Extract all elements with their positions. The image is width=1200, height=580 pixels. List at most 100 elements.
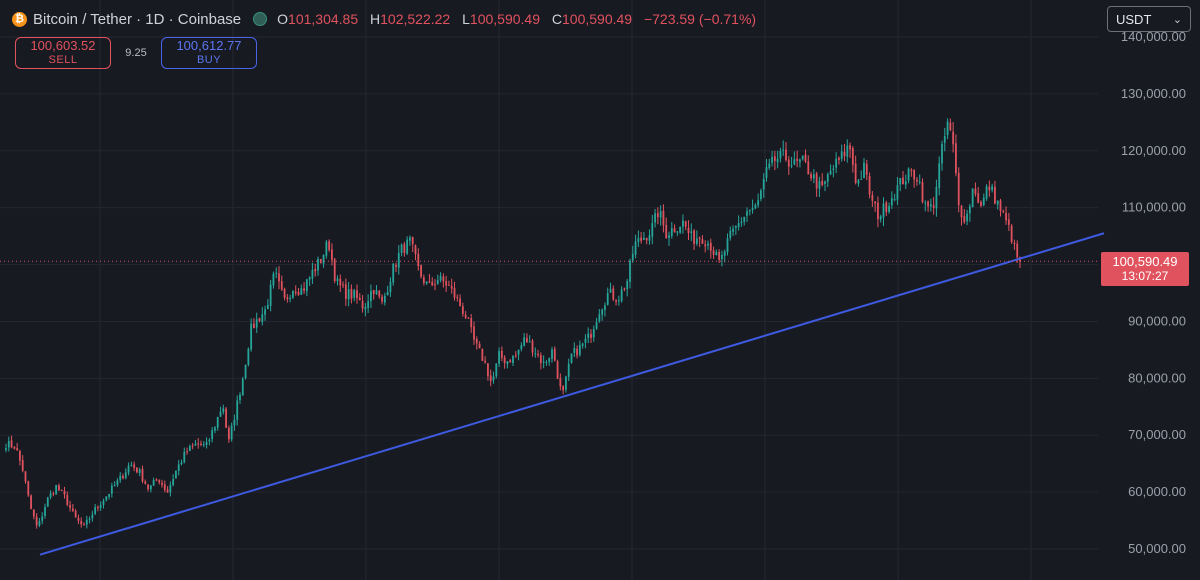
currency-select[interactable]: USDT ⌄ <box>1107 6 1191 32</box>
candle-body <box>158 480 161 483</box>
candle-body <box>957 172 960 206</box>
candle-body <box>163 484 166 490</box>
candle-body <box>124 472 127 478</box>
candle-body <box>899 178 902 185</box>
candle-body <box>818 181 821 189</box>
candle-body <box>531 340 534 353</box>
candle-body <box>367 301 370 309</box>
candle-body <box>481 349 484 361</box>
candle-body <box>108 493 110 497</box>
candle-body <box>743 216 746 222</box>
candle-body <box>461 306 464 314</box>
candle-body <box>175 470 177 479</box>
candle-body <box>1007 219 1010 225</box>
candle-body <box>729 230 732 238</box>
candle-body <box>528 341 531 343</box>
candle-body <box>149 485 152 490</box>
price-axis-label: 130,000.00 <box>1121 86 1186 101</box>
candle-body <box>832 168 835 170</box>
candle-body <box>974 188 977 194</box>
candle-body <box>860 178 863 180</box>
candle-body <box>470 318 473 328</box>
candle-body <box>35 516 38 526</box>
candle-body <box>272 273 275 286</box>
candle-body <box>843 151 846 157</box>
candle-body <box>183 451 186 463</box>
ohlc-high-key: H <box>370 11 381 27</box>
candle-body <box>113 485 116 487</box>
candle-body <box>512 355 514 364</box>
candle-body <box>383 295 386 303</box>
candle-body <box>244 365 247 379</box>
candle-body <box>977 193 980 203</box>
candle-body <box>450 286 453 289</box>
candle-body <box>654 213 656 223</box>
candle-body <box>682 220 684 227</box>
candle-body <box>966 213 968 222</box>
candle-body <box>74 510 77 518</box>
candle-body <box>537 353 539 356</box>
candle-body <box>907 168 910 181</box>
candle-body <box>241 378 244 396</box>
candle-body <box>824 181 826 184</box>
buy-button[interactable]: 100,612.77 BUY <box>161 37 257 69</box>
candle-body <box>110 485 113 494</box>
candle-body <box>55 485 58 495</box>
candle-body <box>498 350 500 364</box>
symbol-title[interactable]: Bitcoin / Tether · 1D · Coinbase <box>33 10 242 28</box>
candle-body <box>971 188 974 207</box>
candle-body <box>425 281 428 284</box>
candle-body <box>506 361 509 365</box>
candle-body <box>71 508 74 512</box>
candle-body <box>523 337 526 346</box>
ohlc-close-key: C <box>551 11 562 27</box>
candle-body <box>69 504 71 508</box>
candle-body <box>133 464 136 468</box>
candle-body <box>389 281 392 293</box>
candle-body <box>144 481 147 484</box>
candle-body <box>921 182 924 202</box>
candle-body <box>325 241 328 256</box>
candle-body <box>645 238 648 241</box>
candle-body <box>261 314 264 322</box>
candle-body <box>679 226 682 233</box>
candle-body <box>963 216 966 223</box>
candle-body <box>280 281 283 290</box>
candle-body <box>211 430 214 440</box>
candle-body <box>826 174 829 182</box>
candle-body <box>406 239 409 254</box>
candle-body <box>1016 243 1019 258</box>
candle-body <box>924 202 927 204</box>
price-axis-label: 80,000.00 <box>1128 370 1186 385</box>
candle-body <box>247 348 250 365</box>
candle-body <box>392 263 395 283</box>
candle-body <box>311 269 314 279</box>
candle-body <box>97 506 99 508</box>
candle-body <box>980 202 982 206</box>
candle-body <box>991 186 994 190</box>
candle-body <box>955 143 957 174</box>
candle-body <box>871 194 874 201</box>
candle-body <box>534 353 537 355</box>
candle-body <box>119 475 122 481</box>
buy-price: 100,612.77 <box>176 38 242 53</box>
candle-body <box>606 293 609 305</box>
candle-body <box>342 284 344 286</box>
candle-body <box>233 419 236 426</box>
candle-body <box>595 322 598 329</box>
candle-body <box>587 333 590 338</box>
candle-body <box>236 400 239 420</box>
candle-body <box>807 161 810 175</box>
sell-button[interactable]: 100,603.52 SELL <box>15 37 111 69</box>
candle-body <box>122 475 124 479</box>
candle-body <box>136 467 138 473</box>
candle-body <box>732 228 734 232</box>
chevron-down-icon: ⌄ <box>1172 13 1182 26</box>
candle-body <box>673 228 676 233</box>
candle-body <box>77 517 80 521</box>
candle-body <box>127 465 130 473</box>
candle-body <box>762 178 765 190</box>
candle-body <box>932 205 935 208</box>
candle-body <box>821 180 824 186</box>
